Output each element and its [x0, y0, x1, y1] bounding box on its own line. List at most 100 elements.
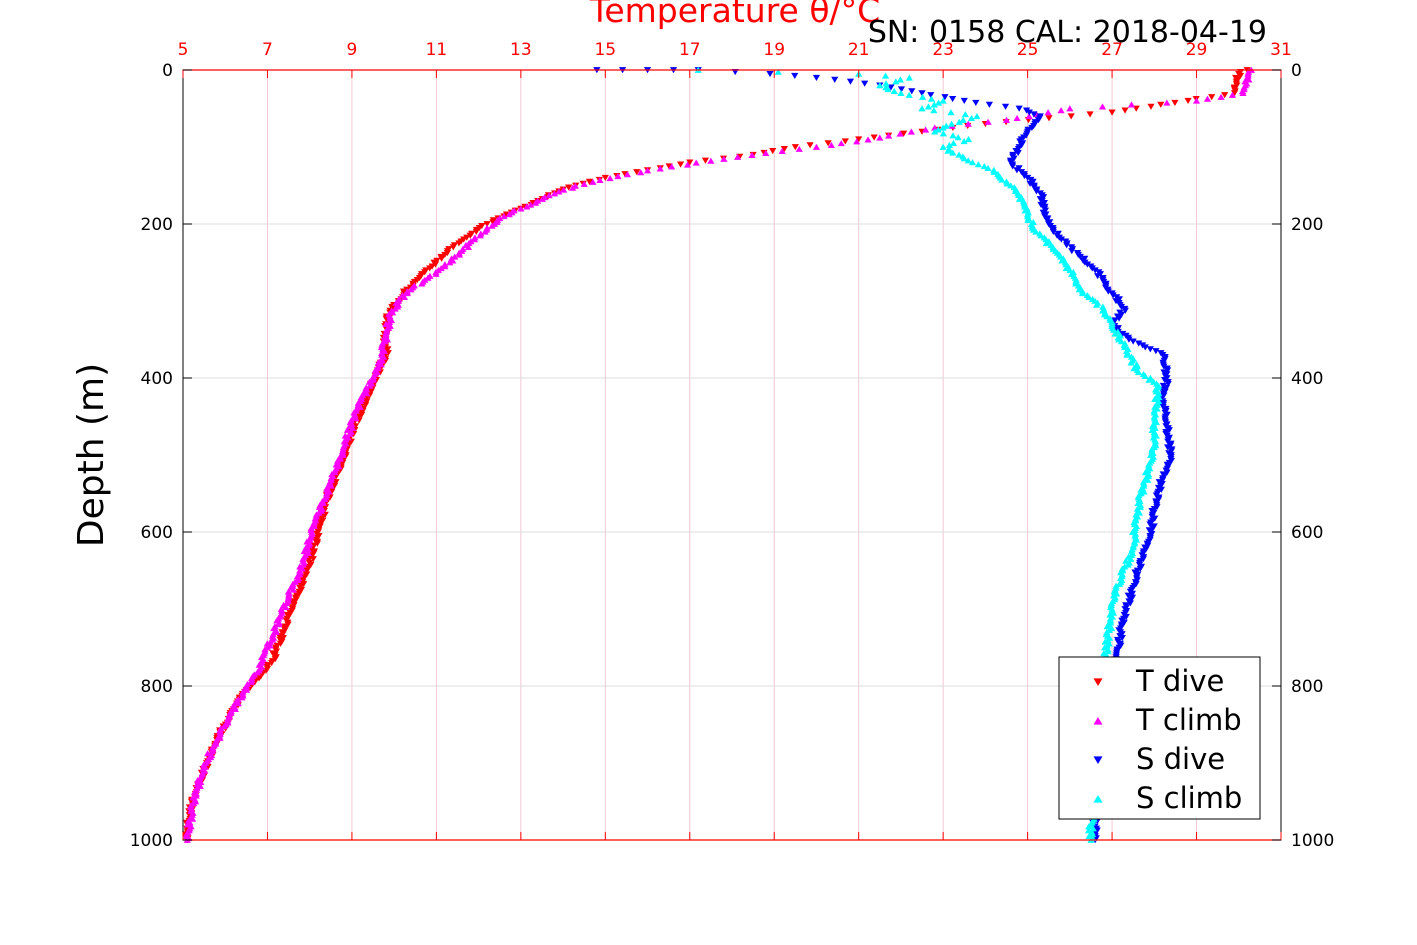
data-point	[1125, 336, 1133, 343]
data-point	[1139, 556, 1147, 563]
data-point	[527, 201, 535, 208]
serial-calibration-label: SN: 0158 CAL: 2018-04-19	[868, 15, 1267, 50]
data-point	[1160, 363, 1168, 370]
data-point	[304, 546, 312, 553]
data-point	[884, 86, 892, 93]
data-point	[366, 382, 374, 389]
data-point	[998, 176, 1006, 183]
data-point	[489, 219, 497, 226]
y-tick-label-right: 200	[1291, 215, 1323, 235]
data-point	[1239, 89, 1247, 96]
data-point	[352, 415, 360, 422]
data-point	[309, 556, 317, 563]
data-point	[596, 176, 604, 183]
data-point	[922, 126, 930, 133]
data-point	[1013, 114, 1021, 122]
data-point	[831, 76, 839, 83]
data-point	[1115, 296, 1123, 303]
data-point	[949, 149, 957, 156]
data-point	[426, 265, 434, 272]
data-point	[1037, 201, 1045, 208]
data-point	[1098, 103, 1107, 110]
data-point	[769, 147, 777, 155]
data-point	[307, 561, 315, 568]
y-tick-label-left: 0	[162, 61, 173, 81]
data-point	[1084, 827, 1093, 834]
x-tick-label: 23	[932, 40, 954, 60]
data-point	[964, 157, 972, 164]
data-point	[908, 88, 916, 95]
data-point	[188, 815, 197, 822]
data-point	[964, 120, 972, 127]
data-point	[1058, 257, 1066, 264]
data-point	[1091, 267, 1099, 274]
data-point	[778, 147, 786, 154]
data-point	[897, 86, 906, 93]
data-point	[960, 137, 968, 145]
chart-title: Temperature θ/°C	[589, 0, 880, 30]
y-axis-title: Depth (m)	[71, 363, 112, 547]
data-point	[208, 748, 216, 755]
data-point	[441, 263, 449, 270]
data-point	[238, 694, 246, 701]
legend-label: T climb	[1135, 703, 1242, 737]
data-point	[1236, 72, 1245, 80]
data-point	[1208, 94, 1216, 101]
data-point	[1086, 111, 1094, 118]
data-point	[505, 211, 513, 218]
data-point	[1127, 359, 1135, 366]
data-point	[313, 540, 321, 547]
data-point	[1164, 438, 1172, 445]
data-point	[1009, 163, 1017, 170]
x-tick-label: 5	[178, 40, 189, 60]
data-point	[1067, 113, 1075, 120]
data-point	[812, 74, 821, 81]
data-point	[1192, 97, 1201, 104]
data-point	[1115, 580, 1124, 587]
data-point	[1135, 368, 1143, 376]
data-point	[876, 134, 884, 141]
data-point	[1025, 112, 1033, 120]
y-tick-label-right: 1000	[1291, 831, 1334, 851]
data-point	[437, 255, 446, 262]
data-point	[1026, 180, 1034, 187]
data-point	[948, 120, 956, 127]
data-point	[930, 107, 938, 114]
data-point	[984, 164, 992, 172]
data-point	[431, 261, 440, 268]
y-tick-label-right: 400	[1291, 369, 1323, 389]
data-point	[247, 678, 255, 686]
data-point	[1144, 476, 1152, 483]
data-point	[1068, 248, 1076, 255]
x-tick-label: 29	[1186, 40, 1208, 60]
data-point	[403, 290, 412, 297]
legend-marker	[1093, 716, 1103, 725]
data-point	[242, 686, 251, 693]
data-point	[885, 132, 893, 139]
legend-marker	[1093, 678, 1103, 687]
data-point	[432, 270, 440, 277]
data-point	[1146, 346, 1154, 353]
data-point	[961, 111, 969, 118]
data-point	[1161, 377, 1169, 384]
data-point	[1135, 340, 1143, 347]
data-point	[1128, 590, 1137, 597]
data-point	[1007, 182, 1015, 189]
data-point	[472, 228, 480, 235]
x-tick-label: 25	[1017, 40, 1039, 60]
data-point	[656, 165, 664, 172]
data-point	[1145, 376, 1153, 383]
data-point	[919, 93, 927, 100]
x-tick-label: 17	[679, 40, 701, 60]
legend-label: T dive	[1135, 664, 1224, 698]
data-point	[637, 169, 645, 176]
data-point	[824, 140, 832, 147]
y-tick-label-left: 800	[141, 677, 173, 697]
data-point	[1228, 91, 1237, 98]
data-point	[560, 186, 568, 193]
data-point	[279, 634, 287, 642]
data-point	[896, 76, 904, 83]
data-point	[1230, 90, 1239, 97]
